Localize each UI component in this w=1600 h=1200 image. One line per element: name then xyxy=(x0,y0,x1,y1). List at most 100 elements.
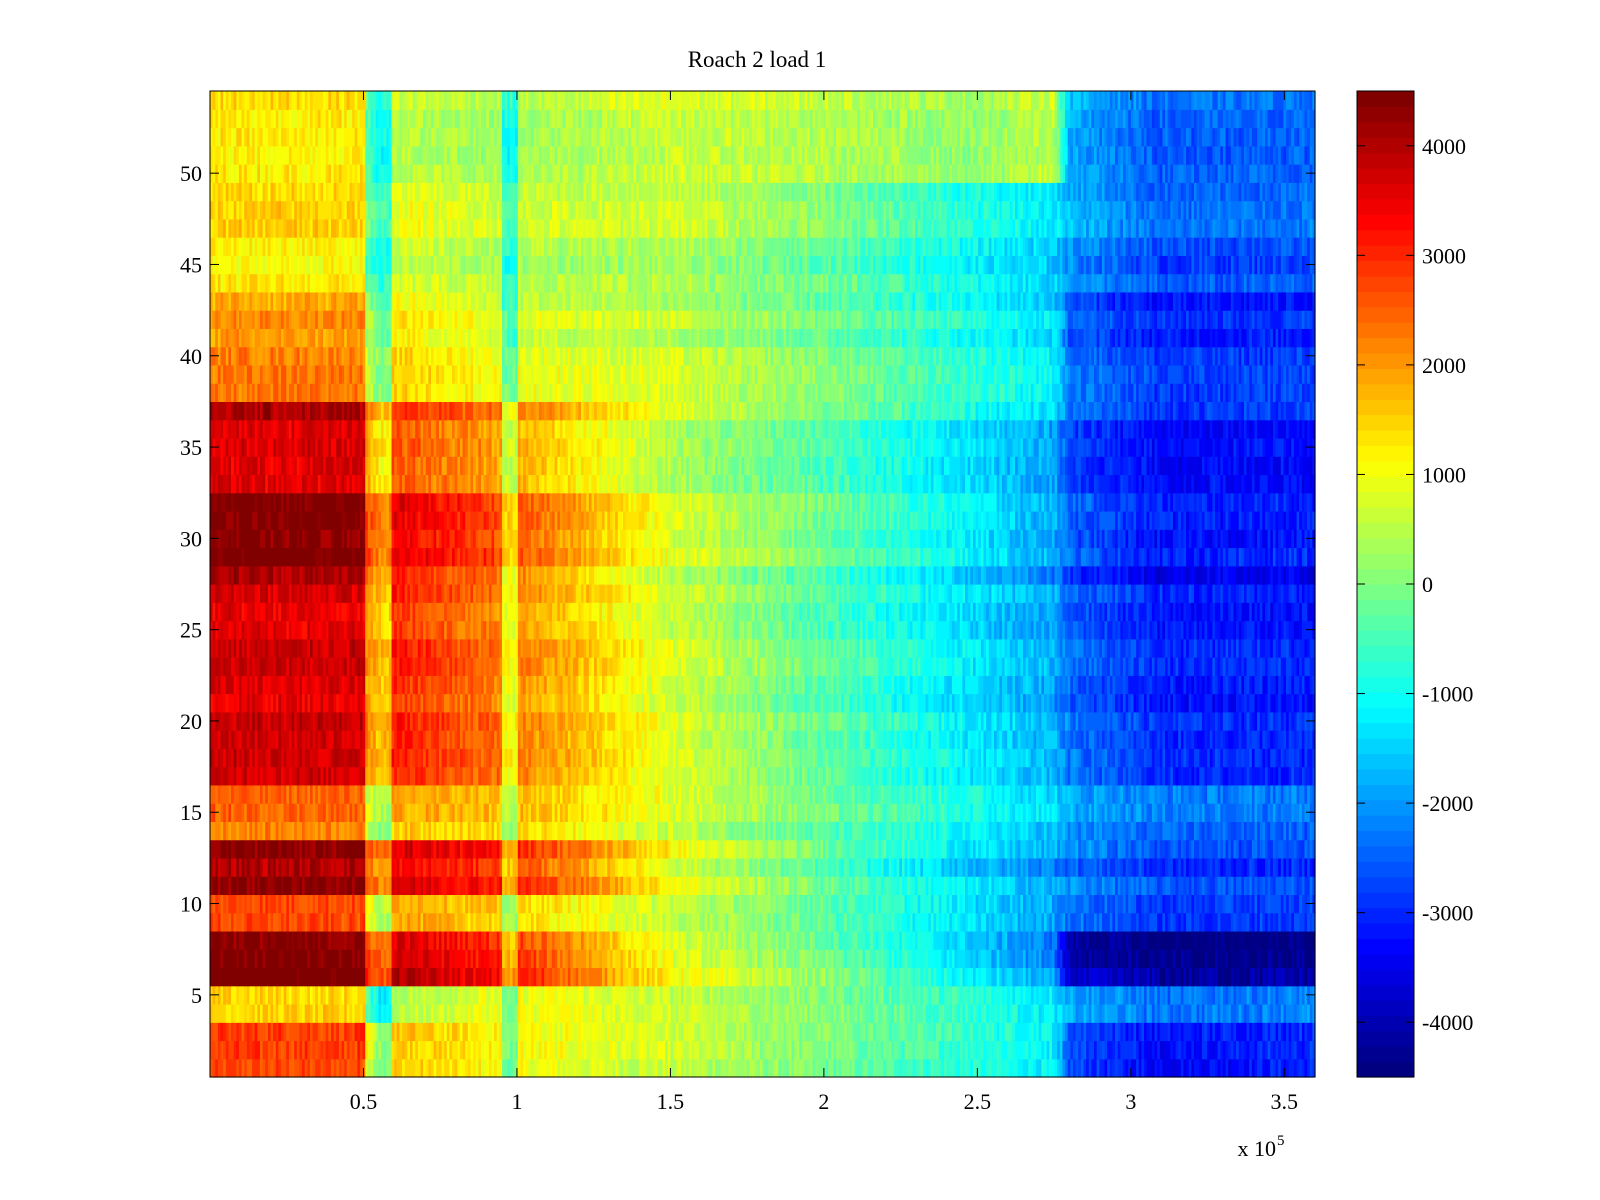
heatmap-cell xyxy=(1267,894,1271,914)
heatmap-cell xyxy=(930,912,935,932)
heatmap-cell xyxy=(751,930,756,950)
heatmap-cell xyxy=(994,1058,998,1078)
heatmap-cell xyxy=(507,912,511,932)
heatmap-cell xyxy=(991,949,995,969)
heatmap-cell xyxy=(417,876,422,896)
heatmap-cell xyxy=(538,1022,543,1042)
heatmap-cell xyxy=(265,1040,269,1060)
heatmap-cell xyxy=(470,949,474,969)
heatmap-cell xyxy=(899,985,903,1005)
heatmap-cell xyxy=(1299,949,1303,969)
heatmap-cell xyxy=(325,949,329,969)
heatmap-cell xyxy=(1057,967,1061,987)
heatmap-cell xyxy=(946,967,950,987)
heatmap-cell xyxy=(783,894,787,914)
heatmap-cell xyxy=(751,1058,756,1078)
heatmap-cell xyxy=(1257,930,1261,950)
heatmap-cell xyxy=(765,1058,769,1078)
heatmap-cell xyxy=(594,967,598,987)
heatmap-cell xyxy=(1017,1022,1021,1042)
heatmap-cell xyxy=(675,930,679,950)
heatmap-cell xyxy=(949,894,953,914)
heatmap-cell xyxy=(1272,1058,1277,1078)
heatmap-cell xyxy=(273,876,277,896)
heatmap-cell xyxy=(359,894,364,914)
heatmap-cell xyxy=(370,930,374,950)
heatmap-cell xyxy=(657,1022,661,1042)
heatmap-cell xyxy=(559,930,564,950)
heatmap-cell xyxy=(1009,912,1014,932)
heatmap-cell xyxy=(959,1022,964,1042)
heatmap-cell xyxy=(254,949,258,969)
heatmap-cell xyxy=(325,1022,329,1042)
heatmap-cell xyxy=(767,1003,771,1023)
heatmap-cell xyxy=(1304,949,1308,969)
heatmap-cell xyxy=(1141,1022,1145,1042)
heatmap-cell xyxy=(428,949,432,969)
heatmap-cell xyxy=(396,1058,401,1078)
heatmap-cell xyxy=(573,949,577,969)
heatmap-cell xyxy=(857,1058,861,1078)
heatmap-cell xyxy=(986,894,990,914)
heatmap-cell xyxy=(402,1040,406,1060)
heatmap-cell xyxy=(883,1040,887,1060)
heatmap-cell xyxy=(1180,930,1185,950)
heatmap-cell xyxy=(436,1058,440,1078)
heatmap-cell xyxy=(1275,1058,1279,1078)
heatmap-cell xyxy=(751,894,756,914)
heatmap-cell xyxy=(425,967,429,987)
heatmap-cell xyxy=(525,1022,529,1042)
heatmap-cell xyxy=(1265,1003,1269,1023)
heatmap-cell xyxy=(1175,949,1179,969)
heatmap-cell xyxy=(415,876,419,896)
heatmap-cell xyxy=(244,949,248,969)
heatmap-cell xyxy=(1117,1058,1121,1078)
heatmap-cell xyxy=(804,949,808,969)
heatmap-cell xyxy=(975,930,979,950)
heatmap-cell xyxy=(1109,967,1114,987)
heatmap-cell xyxy=(1051,1022,1056,1042)
heatmap-cell xyxy=(604,985,608,1005)
heatmap-cell xyxy=(983,912,987,932)
heatmap-cell xyxy=(659,985,664,1005)
heatmap-cell xyxy=(1283,949,1287,969)
heatmap-cell xyxy=(396,1040,401,1060)
heatmap-cell xyxy=(717,1022,721,1042)
heatmap-cell xyxy=(304,894,308,914)
heatmap-cell xyxy=(1230,985,1235,1005)
heatmap-cell xyxy=(517,912,522,932)
heatmap-cell xyxy=(1207,1022,1211,1042)
heatmap-cell xyxy=(917,894,921,914)
heatmap-cell xyxy=(791,967,795,987)
heatmap-cell xyxy=(602,1022,606,1042)
heatmap-cell xyxy=(486,930,490,950)
heatmap-cell xyxy=(367,949,372,969)
heatmap-cell xyxy=(936,1003,940,1023)
heatmap-cell xyxy=(415,912,419,932)
heatmap-cell xyxy=(399,876,403,896)
heatmap-cell xyxy=(554,1022,558,1042)
heatmap-cell xyxy=(278,985,282,1005)
heatmap-cell xyxy=(725,967,729,987)
heatmap-cell xyxy=(1065,912,1069,932)
heatmap-cell xyxy=(286,1022,290,1042)
heatmap-cell xyxy=(899,1058,903,1078)
heatmap-cell xyxy=(1312,949,1316,969)
heatmap-cell xyxy=(570,949,574,969)
heatmap-cell xyxy=(949,930,953,950)
heatmap-cell xyxy=(1133,985,1137,1005)
heatmap-cell xyxy=(1117,894,1121,914)
heatmap-cell xyxy=(623,894,627,914)
heatmap-cell xyxy=(536,1022,540,1042)
heatmap-cell xyxy=(396,876,401,896)
heatmap-cell xyxy=(812,912,816,932)
heatmap-cell xyxy=(349,967,353,987)
heatmap-cell xyxy=(907,1022,911,1042)
heatmap-cell xyxy=(249,949,253,969)
heatmap-cell xyxy=(533,930,537,950)
heatmap-cell xyxy=(712,949,716,969)
heatmap-cell xyxy=(552,1058,556,1078)
heatmap-cell xyxy=(378,876,382,896)
heatmap-cell xyxy=(833,894,837,914)
heatmap-cell xyxy=(741,1058,745,1078)
